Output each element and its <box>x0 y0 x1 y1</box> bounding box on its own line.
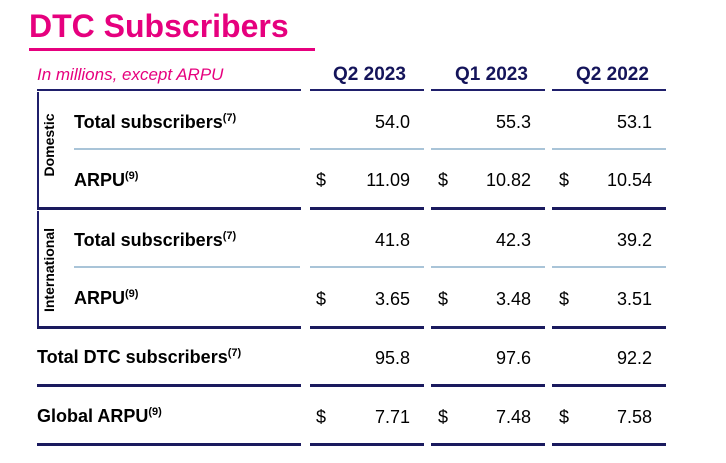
cell-international-subs-q2-2022: 39.2 <box>616 230 652 250</box>
cell-international-arpu-q2-2022: 3.51 <box>616 289 652 309</box>
cell-domestic-arpu-q1-2023: 10.82 <box>485 170 531 190</box>
group-label-domestic: Domestic <box>41 113 57 177</box>
column-header-q1-2023: Q1 2023 <box>455 64 528 85</box>
international-group-bar <box>37 211 39 327</box>
section-divider <box>431 207 545 210</box>
row-label-domestic-subscribers: Total subscribers(7) <box>74 112 237 132</box>
cell-international-arpu-q1-2023: 3.48 <box>495 289 531 309</box>
cell-domestic-subs-q2-2023: 54.0 <box>374 112 410 132</box>
section-divider <box>37 384 301 387</box>
row-label-international-subscribers: Total subscribers(7) <box>74 230 237 250</box>
cell-global-arpu-q2-2022: 7.58 <box>616 407 652 427</box>
page-title: DTC Subscribers <box>29 8 289 44</box>
table-bottom-rule <box>431 443 545 446</box>
section-divider <box>310 207 424 210</box>
cell-domestic-subs-q2-2022: 53.1 <box>616 112 652 132</box>
section-divider <box>310 384 424 387</box>
currency-symbol: $ <box>559 170 570 190</box>
column-header-q2-2023: Q2 2023 <box>333 64 406 85</box>
section-divider <box>552 207 666 210</box>
cell-domestic-arpu-q2-2022: 10.54 <box>606 170 652 190</box>
cell-global-arpu-q2-2023: 7.71 <box>374 407 410 427</box>
row-divider <box>74 148 300 150</box>
section-divider <box>431 384 545 387</box>
table-subtitle: In millions, except ARPU <box>37 65 224 84</box>
currency-symbol: $ <box>316 170 327 190</box>
header-rule-col1 <box>310 89 424 91</box>
section-divider <box>37 326 301 329</box>
cell-total-subs-q1-2023: 97.6 <box>495 348 531 368</box>
cell-international-subs-q2-2023: 41.8 <box>374 230 410 250</box>
title-underline <box>29 48 315 51</box>
row-divider <box>552 266 666 268</box>
row-divider <box>310 266 424 268</box>
row-label-international-arpu: ARPU(9) <box>74 288 139 308</box>
domestic-group-bar <box>37 92 39 208</box>
row-label-global-arpu: Global ARPU(9) <box>37 406 162 426</box>
cell-domestic-arpu-q2-2023: 11.09 <box>366 170 410 190</box>
row-divider <box>431 148 545 150</box>
row-label-domestic-arpu: ARPU(9) <box>74 170 139 190</box>
cell-domestic-subs-q1-2023: 55.3 <box>495 112 531 132</box>
header-rule-label <box>37 89 301 91</box>
header-rule-col3 <box>552 89 666 91</box>
header-rule-col2 <box>431 89 545 91</box>
currency-symbol: $ <box>438 407 449 427</box>
group-label-international: International <box>41 228 57 313</box>
row-divider <box>74 266 300 268</box>
section-divider <box>552 326 666 329</box>
currency-symbol: $ <box>438 170 449 190</box>
row-divider <box>552 148 666 150</box>
cell-global-arpu-q1-2023: 7.48 <box>495 407 531 427</box>
section-divider <box>431 326 545 329</box>
cell-total-subs-q2-2023: 95.8 <box>374 348 410 368</box>
currency-symbol: $ <box>559 407 570 427</box>
currency-symbol: $ <box>559 289 570 309</box>
row-divider <box>310 148 424 150</box>
cell-total-subs-q2-2022: 92.2 <box>616 348 652 368</box>
table-bottom-rule <box>37 443 301 446</box>
currency-symbol: $ <box>438 289 449 309</box>
section-divider <box>310 326 424 329</box>
section-divider <box>552 384 666 387</box>
cell-international-subs-q1-2023: 42.3 <box>495 230 531 250</box>
column-header-q2-2022: Q2 2022 <box>576 64 649 85</box>
currency-symbol: $ <box>316 289 327 309</box>
row-divider <box>431 266 545 268</box>
section-divider <box>37 207 301 210</box>
cell-international-arpu-q2-2023: 3.65 <box>374 289 410 309</box>
row-label-total-dtc-subscribers: Total DTC subscribers(7) <box>37 347 242 367</box>
currency-symbol: $ <box>316 407 327 427</box>
table-bottom-rule <box>552 443 666 446</box>
table-bottom-rule <box>310 443 424 446</box>
